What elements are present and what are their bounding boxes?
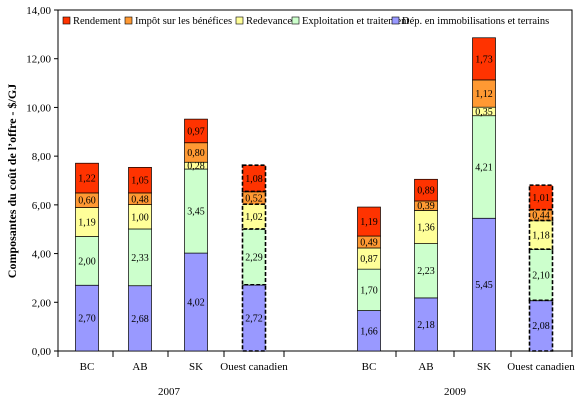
legend: Rendement Impôt sur les bénéfices Redevanc…	[62, 16, 549, 27]
legend-item: Impôt sur les bénéfices	[135, 16, 232, 27]
data-label: 2,00	[78, 256, 96, 267]
bar-segment	[75, 162, 99, 194]
data-label: 1,19	[360, 217, 378, 228]
legend-item: Rendement	[73, 16, 121, 27]
data-label: 0,80	[187, 148, 205, 159]
y-tick-label: 2,00	[32, 297, 52, 309]
y-tick-label: 4,00	[32, 249, 52, 261]
bars	[75, 37, 554, 352]
y-tick-label: 6,00	[32, 200, 52, 212]
category-label: SK	[477, 361, 491, 373]
data-label: 1,22	[78, 174, 96, 185]
legend-item: Dép. en immobilisations et terrains	[402, 16, 549, 27]
category-label: Ouest canadien	[507, 361, 575, 373]
data-label: 1,02	[245, 212, 263, 223]
data-label: 1,18	[532, 230, 550, 241]
legend-item: Redevances	[246, 16, 296, 27]
legend-swatch	[235, 16, 244, 25]
bar-segment	[528, 299, 554, 352]
data-label: 2,08	[532, 321, 550, 332]
data-label: 3,45	[187, 207, 205, 218]
category-label: BC	[80, 361, 95, 373]
legend-swatch	[291, 16, 300, 25]
data-label: 0,97	[187, 126, 205, 137]
data-label: 2,70	[78, 314, 96, 325]
bar-segment	[472, 37, 496, 81]
category-label: BC	[362, 361, 377, 373]
data-label: 1,66	[360, 326, 378, 337]
bar-segment	[414, 178, 438, 202]
data-label: 0,39	[417, 201, 435, 212]
data-label: 1,36	[417, 223, 435, 234]
legend-swatch	[62, 16, 71, 25]
data-label: 0,35	[475, 107, 493, 118]
data-label: 1,12	[475, 89, 493, 100]
data-label: 1,01	[532, 193, 550, 204]
bar-segment	[528, 248, 554, 302]
legend-item: Exploitation et traitement	[302, 16, 409, 27]
data-label: 2,23	[417, 266, 435, 277]
data-label: 2,29	[245, 252, 263, 263]
y-tick-label: 12,00	[26, 54, 51, 66]
category-label: SK	[189, 361, 203, 373]
data-label: 1,73	[475, 54, 493, 65]
y-tick-label: 10,00	[26, 102, 51, 114]
category-label: Ouest canadien	[220, 361, 288, 373]
bar-segment	[241, 164, 267, 193]
data-label: 0,87	[360, 254, 378, 265]
bar-segment	[357, 206, 381, 237]
data-labels: 2,70 2,00 1,19 0,60 1,22 2,68 2,33 1,00 0,48 1,05…	[78, 54, 550, 337]
data-label: 5,45	[475, 280, 493, 291]
plot-frame	[57, 9, 573, 352]
data-label: 2,68	[131, 314, 149, 325]
category-label: AB	[418, 361, 433, 373]
data-label: 2,10	[532, 270, 550, 281]
data-label: 2,72	[245, 313, 263, 324]
data-label: 2,18	[417, 320, 435, 331]
data-label: 1,19	[78, 218, 96, 229]
data-label: 0,44	[532, 211, 550, 222]
data-label: 0,28	[187, 161, 205, 172]
data-label: 1,00	[131, 212, 149, 223]
data-label: 2,33	[131, 253, 149, 264]
y-tick-label: 8,00	[32, 151, 52, 163]
data-label: 1,05	[131, 176, 149, 187]
axes: 0,00 2,00 4,00 6,00 8,00 10,00 12,00 14,00 BC AB S…	[26, 5, 575, 398]
bar-segment	[528, 208, 554, 222]
bar-segment	[184, 118, 208, 144]
bar-segment	[528, 219, 554, 250]
bar-segment	[241, 190, 267, 205]
y-axis-title: Composantes du coût de l’offre - $/GJ	[5, 84, 19, 278]
y-tick-label: 14,00	[26, 5, 51, 17]
data-label: 4,21	[475, 162, 493, 173]
bar-segment	[528, 184, 554, 211]
bar-segment	[241, 228, 267, 286]
legend-swatch	[124, 16, 133, 25]
data-label: 0,60	[78, 196, 96, 207]
data-label: 1,08	[245, 174, 263, 185]
data-label: 0,48	[131, 194, 149, 205]
data-label: 0,89	[417, 186, 435, 197]
group-label: 2007	[158, 386, 181, 398]
data-label: 1,70	[360, 285, 378, 296]
data-label: 0,52	[245, 193, 263, 204]
bar-segment	[241, 203, 267, 230]
y-tick-label: 0,00	[32, 346, 52, 358]
bar-segment	[128, 166, 152, 194]
bar-segment	[241, 283, 267, 352]
legend-swatch	[391, 16, 400, 25]
category-label: AB	[132, 361, 147, 373]
group-label: 2009	[444, 386, 467, 398]
data-label: 0,49	[360, 238, 378, 249]
data-label: 4,02	[187, 298, 205, 309]
